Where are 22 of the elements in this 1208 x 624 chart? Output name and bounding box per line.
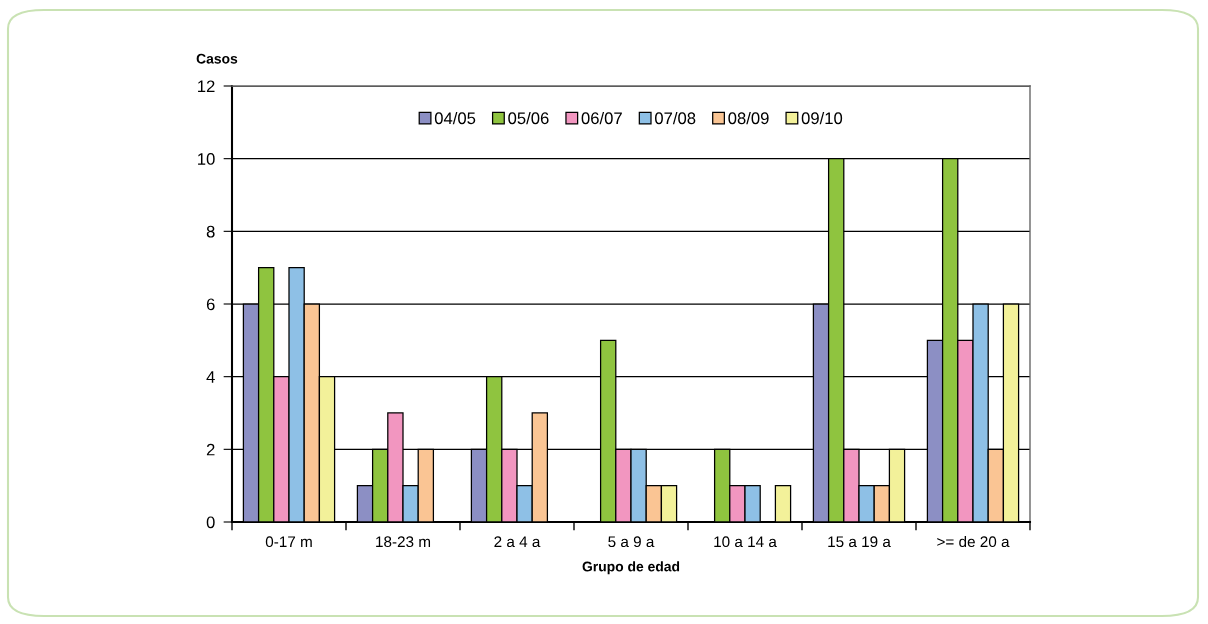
legend-label: 09/10 [801,111,843,125]
y-tick-label: 6 [206,298,215,311]
x-tick-label: 2 a 4 a [494,536,541,548]
y-tick-label: 12 [198,80,215,93]
x-tick-label: 18-23 m [376,536,431,548]
legend-label: 08/09 [728,111,769,125]
x-axis-title: Grupo de edad [582,561,680,575]
x-tick-label: 0-17 m [265,536,312,548]
y-tick-label: 8 [206,225,215,238]
y-tick-label: 0 [206,516,215,529]
y-tick-label: 10 [198,153,215,165]
y-axis-title: Casos [196,53,238,64]
y-tick-label: 2 [206,443,215,456]
x-tick-label: 10 a 14 a [714,536,777,548]
legend-label: 07/08 [654,111,696,125]
legend-label: 04/05 [434,111,476,125]
x-tick-label: 15 a 19 a [828,536,891,548]
x-tick-label: 5 a 9 a [608,536,655,548]
x-tick-label: >= de 20 a [937,535,1010,548]
legend-label: 06/07 [581,111,622,125]
legend-label: 05/06 [508,111,549,125]
y-tick-label: 4 [206,371,215,383]
